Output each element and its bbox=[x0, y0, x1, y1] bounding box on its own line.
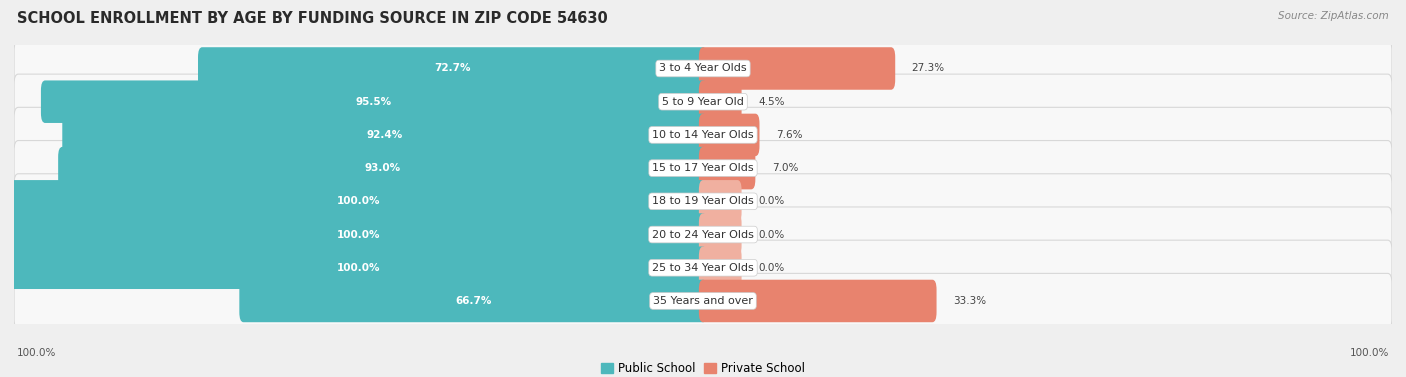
Text: SCHOOL ENROLLMENT BY AGE BY FUNDING SOURCE IN ZIP CODE 54630: SCHOOL ENROLLMENT BY AGE BY FUNDING SOUR… bbox=[17, 11, 607, 26]
FancyBboxPatch shape bbox=[14, 174, 1392, 229]
FancyBboxPatch shape bbox=[699, 147, 755, 189]
FancyBboxPatch shape bbox=[41, 80, 707, 123]
Text: 35 Years and over: 35 Years and over bbox=[652, 296, 754, 306]
FancyBboxPatch shape bbox=[14, 107, 1392, 162]
FancyBboxPatch shape bbox=[14, 74, 1392, 129]
FancyBboxPatch shape bbox=[699, 47, 896, 90]
Text: 100.0%: 100.0% bbox=[17, 348, 56, 358]
Text: 33.3%: 33.3% bbox=[953, 296, 986, 306]
FancyBboxPatch shape bbox=[699, 113, 759, 156]
FancyBboxPatch shape bbox=[14, 207, 1392, 262]
Text: 27.3%: 27.3% bbox=[911, 63, 945, 74]
FancyBboxPatch shape bbox=[10, 213, 707, 256]
Text: 10 to 14 Year Olds: 10 to 14 Year Olds bbox=[652, 130, 754, 140]
Text: Source: ZipAtlas.com: Source: ZipAtlas.com bbox=[1278, 11, 1389, 21]
Text: 20 to 24 Year Olds: 20 to 24 Year Olds bbox=[652, 230, 754, 239]
FancyBboxPatch shape bbox=[699, 213, 741, 256]
Text: 0.0%: 0.0% bbox=[758, 196, 785, 206]
FancyBboxPatch shape bbox=[10, 247, 707, 289]
FancyBboxPatch shape bbox=[699, 180, 741, 222]
Text: 0.0%: 0.0% bbox=[758, 263, 785, 273]
FancyBboxPatch shape bbox=[14, 41, 1392, 96]
FancyBboxPatch shape bbox=[699, 280, 936, 322]
FancyBboxPatch shape bbox=[10, 180, 707, 222]
Text: 5 to 9 Year Old: 5 to 9 Year Old bbox=[662, 97, 744, 107]
FancyBboxPatch shape bbox=[699, 80, 741, 123]
FancyBboxPatch shape bbox=[58, 147, 707, 189]
Text: 100.0%: 100.0% bbox=[1350, 348, 1389, 358]
Text: 4.5%: 4.5% bbox=[758, 97, 785, 107]
Text: 92.4%: 92.4% bbox=[367, 130, 404, 140]
FancyBboxPatch shape bbox=[14, 273, 1392, 328]
Text: 95.5%: 95.5% bbox=[356, 97, 392, 107]
Text: 25 to 34 Year Olds: 25 to 34 Year Olds bbox=[652, 263, 754, 273]
Text: 66.7%: 66.7% bbox=[456, 296, 492, 306]
Text: 7.0%: 7.0% bbox=[772, 163, 799, 173]
FancyBboxPatch shape bbox=[699, 247, 741, 289]
Text: 100.0%: 100.0% bbox=[337, 263, 380, 273]
Text: 0.0%: 0.0% bbox=[758, 230, 785, 239]
Text: 93.0%: 93.0% bbox=[364, 163, 401, 173]
Legend: Public School, Private School: Public School, Private School bbox=[596, 357, 810, 377]
Text: 15 to 17 Year Olds: 15 to 17 Year Olds bbox=[652, 163, 754, 173]
Text: 7.6%: 7.6% bbox=[776, 130, 803, 140]
FancyBboxPatch shape bbox=[62, 113, 707, 156]
FancyBboxPatch shape bbox=[198, 47, 707, 90]
Text: 100.0%: 100.0% bbox=[337, 230, 380, 239]
Text: 72.7%: 72.7% bbox=[434, 63, 471, 74]
Text: 100.0%: 100.0% bbox=[337, 196, 380, 206]
Text: 18 to 19 Year Olds: 18 to 19 Year Olds bbox=[652, 196, 754, 206]
Text: 3 to 4 Year Olds: 3 to 4 Year Olds bbox=[659, 63, 747, 74]
FancyBboxPatch shape bbox=[14, 240, 1392, 295]
FancyBboxPatch shape bbox=[239, 280, 707, 322]
FancyBboxPatch shape bbox=[14, 141, 1392, 196]
